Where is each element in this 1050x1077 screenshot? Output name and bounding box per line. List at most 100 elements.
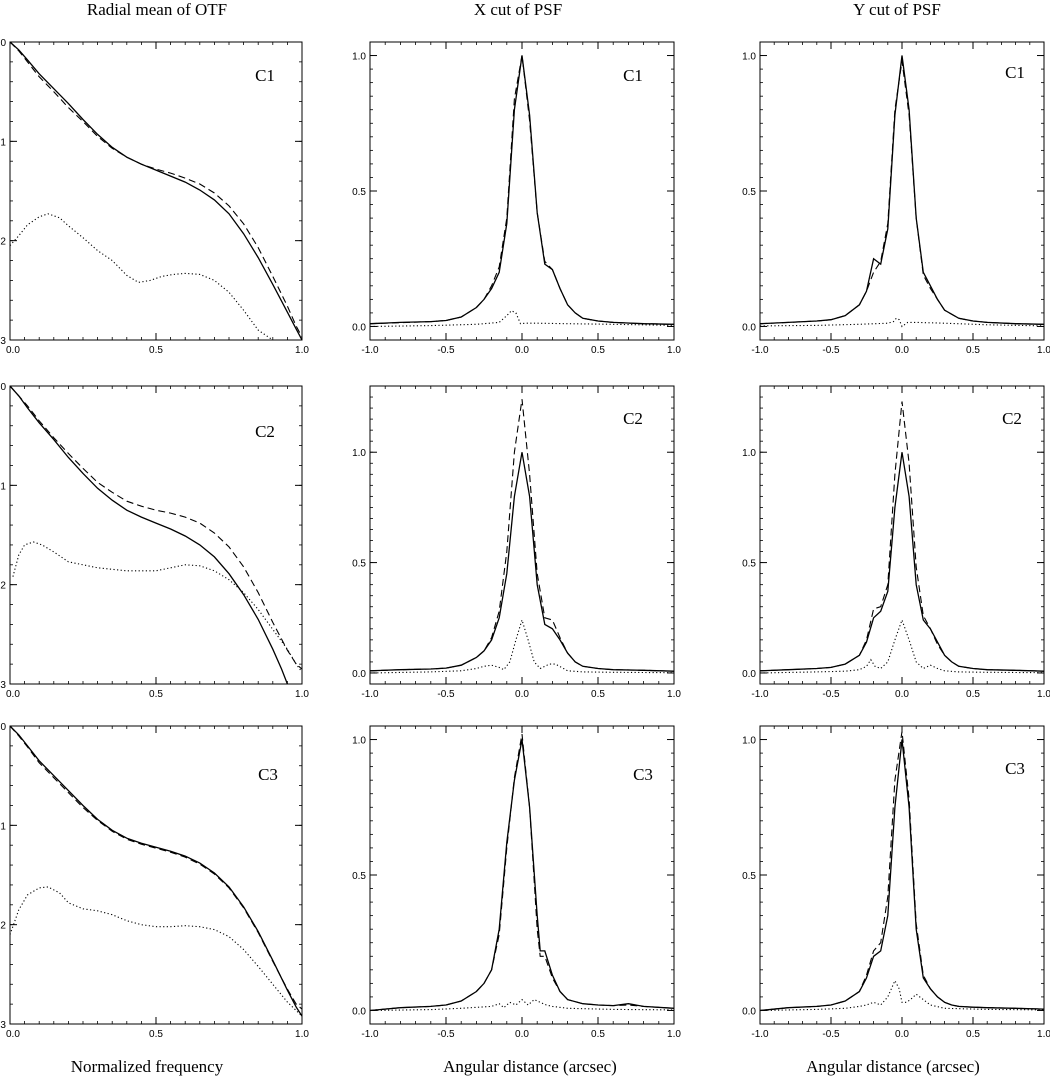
x-tick-label: -0.5 <box>822 689 840 700</box>
x-tick-label: -1.0 <box>751 1029 769 1040</box>
y-tick-label: -3 <box>0 680 6 691</box>
y-tick-label: -3 <box>0 1020 6 1031</box>
x-tick-label: -1.0 <box>361 1029 379 1040</box>
plot-frame <box>369 385 675 685</box>
panel-label: C3 <box>633 765 653 784</box>
x-tick-label: -1.0 <box>361 689 379 700</box>
x-tick-label: 0.5 <box>149 689 163 700</box>
chart-panel: -1.0 -0.5 0.0 0.5 1.0 0.0 0.5 1.0 C2 <box>352 385 681 700</box>
x-tick-label: 1.0 <box>295 345 309 356</box>
column-title-otf: Radial mean of OTF <box>87 0 227 19</box>
chart-panel: 0.0 0.5 1.0 0 -1 -2 -3 C2 <box>0 382 309 700</box>
x-tick-label: 0.0 <box>6 689 20 700</box>
chart-panel: -1.0 -0.5 0.0 0.5 1.0 0.0 0.5 1.0 C3 <box>742 725 1050 1040</box>
plot-frame <box>369 725 675 1025</box>
series-line-solid <box>760 55 1044 325</box>
series-line-solid <box>370 739 674 1012</box>
x-tick-label: 0.0 <box>6 1029 20 1040</box>
panel-grid: 0.0 0.5 1.0 0 -1 -2 -3 C1 -1.0 -0.5 0.0 0.5 1.0 0.0 0.… <box>0 38 1050 1040</box>
series-line-dashed <box>370 734 674 1012</box>
x-tick-label: 1.0 <box>1037 1029 1050 1040</box>
y-tick-label: 0.5 <box>352 871 366 882</box>
plot-frame <box>369 41 675 341</box>
series-line-dotted <box>760 979 1044 1012</box>
x-axis-label-ycut: Angular distance (arcsec) <box>806 1057 980 1076</box>
series-line-dotted <box>370 310 674 328</box>
x-tick-label: 1.0 <box>667 1029 681 1040</box>
x-tick-label: -1.0 <box>751 689 769 700</box>
y-tick-label: 1.0 <box>742 52 756 63</box>
chart-panel: 0.0 0.5 1.0 0 -1 -2 -3 C1 <box>0 38 309 356</box>
x-tick-label: 0.5 <box>966 345 980 356</box>
chart-panel: -1.0 -0.5 0.0 0.5 1.0 0.0 0.5 1.0 C1 <box>742 41 1050 356</box>
y-tick-label: 0.0 <box>352 1006 366 1017</box>
y-tick-label: 0.0 <box>352 669 366 680</box>
x-tick-label: 1.0 <box>295 689 309 700</box>
y-tick-label: 0.0 <box>352 322 366 333</box>
panel-label: C1 <box>1005 63 1025 82</box>
panel-label: C3 <box>1005 759 1025 778</box>
y-tick-label: 0 <box>0 38 6 49</box>
x-tick-label: 0.0 <box>895 1029 909 1040</box>
y-tick-label: 1.0 <box>352 448 366 459</box>
x-tick-label: 0.0 <box>6 345 20 356</box>
plot-frame <box>9 41 303 341</box>
x-tick-label: 0.5 <box>591 345 605 356</box>
chart-panel: -1.0 -0.5 0.0 0.5 1.0 0.0 0.5 1.0 C3 <box>352 725 681 1040</box>
x-tick-label: 0.0 <box>515 345 529 356</box>
series-line-dotted <box>370 998 674 1012</box>
y-tick-label: -1 <box>0 481 6 492</box>
panel-label: C1 <box>623 66 643 85</box>
x-tick-label: 0.5 <box>149 345 163 356</box>
panel-label: C3 <box>258 765 278 784</box>
y-tick-label: 0.5 <box>742 559 756 570</box>
y-tick-label: -1 <box>0 821 6 832</box>
series-line-dashed <box>370 399 674 672</box>
plot-frame <box>759 41 1045 341</box>
series-line-dashed <box>760 401 1044 672</box>
x-tick-label: -0.5 <box>822 345 840 356</box>
x-tick-label: -0.5 <box>437 1029 455 1040</box>
y-tick-label: 0.5 <box>742 187 756 198</box>
x-tick-label: 0.0 <box>895 345 909 356</box>
x-tick-label: 0.0 <box>515 689 529 700</box>
y-tick-label: -1 <box>0 137 6 148</box>
chart-panel: -1.0 -0.5 0.0 0.5 1.0 0.0 0.5 1.0 C1 <box>352 41 681 356</box>
y-tick-label: 1.0 <box>742 736 756 747</box>
x-tick-label: 0.0 <box>515 1029 529 1040</box>
series-line-dashed <box>10 726 302 1010</box>
x-tick-label: 0.0 <box>895 689 909 700</box>
x-tick-label: 0.5 <box>591 689 605 700</box>
x-tick-label: 1.0 <box>295 1029 309 1040</box>
series-line-dotted <box>370 618 674 674</box>
panel-label: C1 <box>255 66 275 85</box>
x-tick-label: -1.0 <box>751 345 769 356</box>
series-line-solid <box>370 55 674 325</box>
y-tick-label: 0.5 <box>352 559 366 570</box>
panel-label: C2 <box>1002 409 1022 428</box>
column-title-xcut: X cut of PSF <box>474 0 562 19</box>
series-line-dashed <box>10 386 302 670</box>
y-tick-label: 0.5 <box>742 871 756 882</box>
chart-panel: 0.0 0.5 1.0 0 -1 -2 -3 C3 <box>0 722 309 1040</box>
x-tick-label: -0.5 <box>437 689 455 700</box>
y-tick-label: 0.0 <box>742 322 756 333</box>
x-tick-label: 0.5 <box>966 1029 980 1040</box>
series-line-dashed <box>370 55 674 325</box>
series-line-solid <box>760 452 1044 672</box>
x-tick-label: 0.5 <box>966 689 980 700</box>
series-line-dotted <box>10 886 302 1017</box>
series-line-dotted <box>760 317 1044 328</box>
series-line-solid <box>370 452 674 672</box>
series-line-solid <box>760 739 1044 1012</box>
x-tick-label: 1.0 <box>1037 345 1050 356</box>
y-tick-label: -2 <box>0 581 6 592</box>
panel-label: C2 <box>255 422 275 441</box>
series-line-solid <box>10 42 302 340</box>
series-line-solid <box>10 386 289 684</box>
x-tick-label: 1.0 <box>667 345 681 356</box>
series-line-dotted <box>760 618 1044 674</box>
x-tick-label: 0.5 <box>591 1029 605 1040</box>
y-tick-label: 1.0 <box>742 448 756 459</box>
